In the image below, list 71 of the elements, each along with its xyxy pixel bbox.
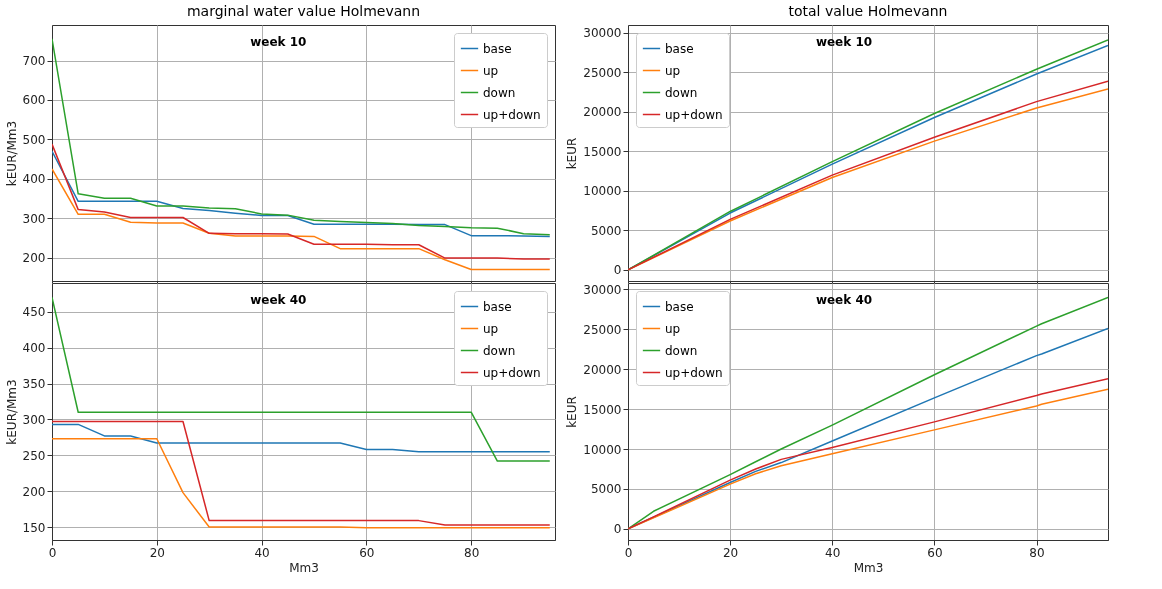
y-tick-label: 400: [22, 172, 46, 187]
y-tick-label: 20000: [583, 105, 622, 120]
y-tick-label: 200: [22, 484, 46, 499]
legend-label: up: [665, 321, 681, 336]
line-series: [52, 38, 551, 236]
annotation: week 40: [250, 293, 307, 307]
x-tick-label: 40: [254, 545, 270, 560]
y-tick-label: 15000: [583, 402, 622, 417]
legend-label: down: [665, 85, 698, 100]
legend-label: up+down: [483, 107, 541, 122]
annotation: week 10: [815, 35, 873, 49]
y-tick-label: 700: [22, 54, 46, 68]
legend-label: up+down: [665, 107, 723, 122]
y-tick-label: 150: [22, 520, 46, 535]
y-tick-label: 25000: [583, 322, 622, 337]
legend-label: down: [665, 343, 698, 358]
legend-label: up: [483, 321, 499, 336]
y-tick-label: 200: [22, 251, 46, 266]
legend-label: up+down: [665, 365, 723, 380]
chart-title: total value Holmevann: [788, 3, 948, 19]
x-tick-label: 40: [825, 545, 841, 560]
annotation: week 40: [815, 293, 873, 307]
x-tick-label: 20: [149, 545, 165, 560]
legend-label: down: [483, 85, 516, 100]
x-tick-label: 20: [722, 545, 739, 560]
y-tick-label: 15000: [583, 144, 622, 159]
y-tick-label: 0: [613, 263, 622, 278]
y-tick-label: 20000: [583, 362, 622, 377]
legend-label: base: [665, 41, 694, 56]
y-axis-title: kEUR: [565, 137, 580, 170]
legend-label: up+down: [483, 365, 541, 380]
y-tick-label: 10000: [583, 184, 622, 199]
x-axis-title: Mm3: [289, 560, 319, 575]
x-tick-label: 80: [1029, 545, 1045, 560]
y-tick-label: 600: [22, 93, 46, 108]
x-axis-title: Mm3: [853, 560, 884, 575]
legend-label: base: [483, 299, 512, 314]
y-tick-label: 450: [22, 305, 46, 320]
y-tick-label: 30000: [583, 26, 622, 41]
y-tick-label: 10000: [583, 442, 622, 457]
y-tick-label: 300: [22, 412, 46, 427]
legend-label: up: [483, 63, 499, 78]
line-series: [52, 150, 551, 238]
y-tick-label: 25000: [583, 65, 622, 80]
legend-label: down: [483, 343, 516, 358]
line-series: [52, 143, 551, 260]
legend-label: base: [665, 299, 694, 314]
y-tick-label: 0: [613, 522, 622, 537]
y-tick-label: 500: [22, 132, 46, 147]
y-axis-title: kEUR/Mm3: [4, 379, 19, 445]
y-tick-label: 5000: [590, 482, 622, 497]
line-series: [52, 438, 551, 529]
chart-title: marginal water value Holmevann: [186, 3, 421, 19]
y-axis-title: kEUR: [565, 396, 580, 428]
line-series: [52, 168, 551, 271]
y-tick-label: 5000: [590, 223, 622, 238]
x-tick-label: 60: [359, 545, 375, 560]
x-tick-label: 80: [464, 545, 480, 560]
annotation: week 10: [250, 35, 307, 49]
y-tick-label: 400: [22, 341, 46, 356]
y-axis-title: kEUR/Mm3: [4, 120, 19, 187]
legend-label: base: [483, 41, 512, 56]
legend-label: up: [665, 63, 681, 78]
x-tick-label: 0: [624, 545, 633, 560]
line-series: [52, 423, 551, 453]
x-tick-label: 60: [927, 545, 943, 560]
y-tick-label: 30000: [583, 282, 622, 297]
y-tick-label: 250: [22, 448, 46, 463]
y-tick-label: 300: [22, 211, 46, 226]
x-tick-label: 0: [48, 545, 57, 560]
y-tick-label: 350: [22, 377, 46, 391]
